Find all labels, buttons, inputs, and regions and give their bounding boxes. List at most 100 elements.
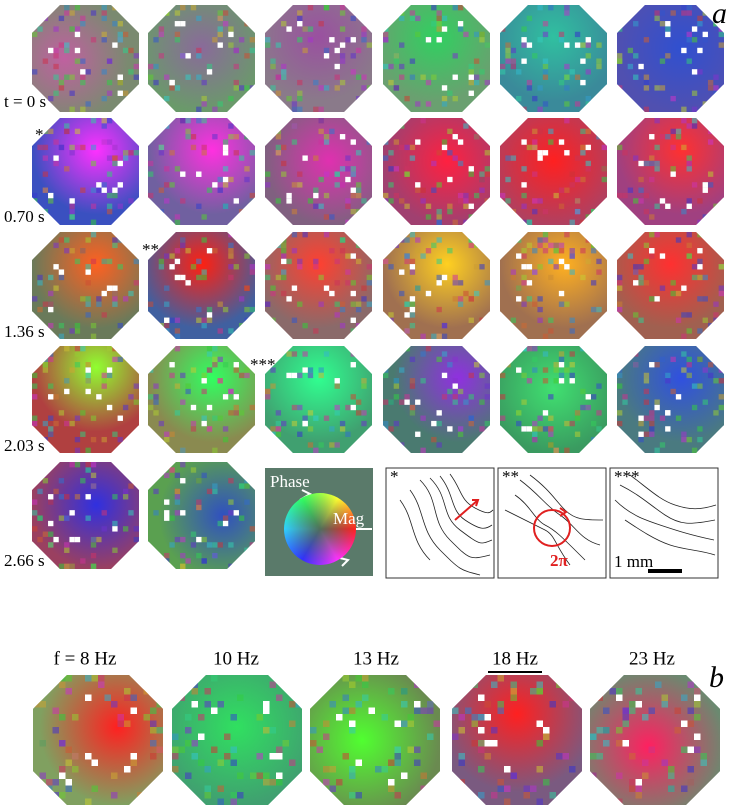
noise-pixel: [569, 253, 575, 259]
noise-pixel: [521, 346, 527, 352]
dead-pixel: [112, 187, 118, 193]
noise-pixel: [375, 766, 382, 773]
dead-pixel: [48, 192, 54, 199]
noise-pixel: [323, 5, 330, 11]
noise-pixel: [617, 232, 623, 238]
noise-pixel: [174, 85, 181, 91]
dead-pixel: [350, 317, 356, 323]
noise-pixel: [484, 280, 490, 286]
noise-pixel: [228, 248, 234, 254]
noise-pixel: [702, 5, 708, 11]
noise-pixel: [649, 176, 655, 183]
noise-pixel: [414, 681, 421, 688]
noise-pixel: [580, 150, 586, 156]
noise-pixel: [48, 274, 54, 281]
noise-pixel: [228, 264, 234, 270]
dead-pixel: [48, 306, 54, 313]
noise-pixel: [101, 383, 107, 389]
noise-pixel: [654, 15, 660, 22]
dead-pixel: [649, 248, 655, 254]
noise-pixel: [275, 420, 282, 427]
noise-pixel: [190, 264, 197, 270]
noise-pixel: [64, 10, 70, 16]
noise-pixel: [542, 63, 549, 70]
noise-pixel: [180, 198, 186, 204]
noise-pixel: [707, 182, 714, 188]
dead-pixel: [542, 150, 549, 156]
noise-pixel: [366, 85, 372, 91]
noise-pixel: [244, 483, 250, 489]
noise-pixel: [388, 759, 395, 766]
dead-pixel: [164, 515, 170, 521]
noise-pixel: [265, 431, 271, 437]
noise-pixel: [361, 74, 367, 80]
noise-pixel: [431, 5, 437, 11]
noise-pixel: [180, 563, 186, 569]
noise-pixel: [452, 707, 459, 714]
noise-pixel: [281, 63, 287, 70]
noise-pixel: [505, 155, 511, 161]
noise-pixel: [479, 372, 485, 379]
noise-pixel: [222, 306, 229, 313]
noise-pixel: [85, 447, 91, 453]
noise-pixel: [569, 694, 576, 701]
noise-pixel: [244, 134, 250, 140]
noise-pixel: [32, 198, 38, 204]
noise-pixel: [244, 467, 250, 473]
noise-pixel: [713, 208, 719, 215]
noise-pixel: [158, 442, 165, 448]
noise-pixel: [158, 420, 165, 427]
noise-pixel: [206, 426, 213, 432]
noise-pixel: [355, 214, 362, 220]
noise-pixel: [180, 447, 186, 453]
noise-pixel: [617, 58, 623, 64]
noise-pixel: [233, 79, 239, 86]
dead-pixel: [350, 404, 356, 411]
noise-pixel: [190, 467, 197, 473]
noise-pixel: [686, 10, 692, 16]
noise-pixel: [548, 442, 554, 448]
noise-pixel: [297, 10, 303, 16]
noise-pixel: [58, 42, 65, 48]
noise-pixel: [201, 150, 207, 156]
noise-pixel: [286, 95, 292, 102]
noise-pixel: [590, 219, 597, 225]
noise-pixel: [457, 192, 464, 199]
noise-pixel: [697, 356, 703, 363]
noise-pixel: [204, 688, 211, 695]
noise-pixel: [48, 333, 54, 339]
noise-pixel: [702, 274, 708, 281]
dead-pixel: [691, 26, 698, 32]
noise-pixel: [420, 187, 426, 193]
noise-pixel: [649, 214, 655, 220]
dead-pixel: [484, 714, 491, 721]
noise-pixel: [542, 367, 549, 373]
noise-pixel: [409, 10, 416, 16]
noise-pixel: [69, 214, 75, 220]
noise-pixel: [291, 139, 298, 145]
noise-pixel: [463, 31, 469, 38]
noise-pixel: [249, 203, 255, 209]
noise-pixel: [48, 356, 54, 363]
noise-pixel: [510, 208, 517, 215]
noise-pixel: [148, 106, 154, 112]
noise-pixel: [473, 79, 480, 86]
noise-pixel: [153, 101, 159, 107]
noise-pixel: [694, 746, 701, 753]
dead-pixel: [196, 171, 202, 177]
noise-pixel: [69, 203, 75, 209]
noise-pixel: [404, 237, 410, 243]
noise-pixel: [158, 328, 165, 334]
noise-pixel: [128, 510, 134, 516]
noise-pixel: [265, 37, 271, 43]
noise-pixel: [415, 285, 421, 291]
noise-pixel: [654, 10, 660, 16]
noise-pixel: [521, 144, 527, 151]
noise-pixel: [122, 404, 129, 411]
noise-pixel: [718, 248, 724, 254]
phase-map: [500, 232, 607, 339]
noise-pixel: [441, 15, 448, 22]
noise-pixel: [72, 714, 79, 721]
noise-pixel: [383, 139, 389, 145]
